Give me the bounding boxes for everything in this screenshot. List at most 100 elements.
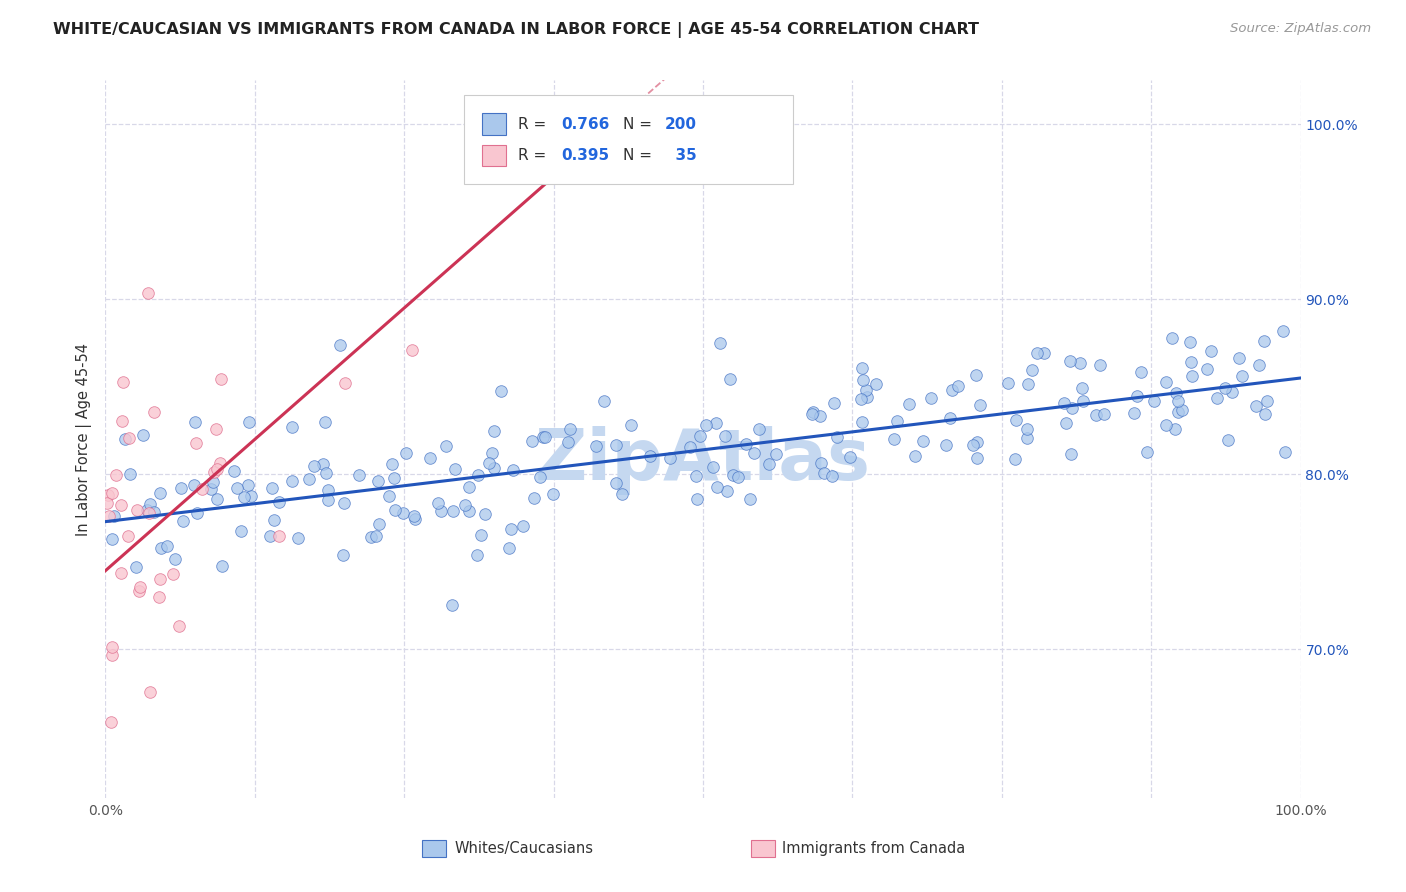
Point <box>191 482 214 496</box>
Point <box>585 439 607 453</box>
Point <box>470 528 492 542</box>
Point <box>1166 385 1188 400</box>
Point <box>529 470 551 484</box>
Point <box>721 468 744 483</box>
Point <box>1167 394 1189 409</box>
Point <box>263 513 285 527</box>
Point <box>1274 445 1296 459</box>
Point <box>143 505 166 519</box>
Point <box>939 410 962 425</box>
Point <box>135 503 157 517</box>
Point <box>162 567 184 582</box>
Text: 0.395: 0.395 <box>561 148 609 163</box>
Point <box>686 491 709 506</box>
Point <box>689 429 711 443</box>
Point <box>855 384 877 398</box>
Point <box>467 467 489 482</box>
Point <box>281 474 304 488</box>
Point <box>709 335 731 350</box>
Point <box>484 424 506 438</box>
Point <box>267 494 290 508</box>
Point <box>434 439 457 453</box>
Text: N =: N = <box>623 148 657 163</box>
Point <box>143 405 166 419</box>
Point <box>803 405 825 419</box>
Point <box>605 437 627 451</box>
Text: Immigrants from Canada: Immigrants from Canada <box>782 841 965 856</box>
Point <box>640 449 662 463</box>
Point <box>96 488 118 502</box>
Point <box>205 491 228 506</box>
Point <box>186 506 208 520</box>
Point <box>685 469 707 483</box>
Point <box>118 431 141 445</box>
Point <box>883 432 905 446</box>
Point <box>1213 380 1236 394</box>
Point <box>1136 444 1159 458</box>
Point <box>966 451 988 466</box>
Point <box>738 492 761 507</box>
Point <box>813 466 835 480</box>
Point <box>183 478 205 492</box>
Point <box>481 445 503 459</box>
Point <box>1253 407 1275 421</box>
Point <box>104 467 127 482</box>
Text: R =: R = <box>517 117 551 132</box>
Point <box>314 415 336 429</box>
Point <box>156 539 179 553</box>
Point <box>229 524 252 539</box>
Point <box>1017 432 1039 446</box>
Point <box>1180 355 1202 369</box>
Point <box>430 504 453 518</box>
Point <box>110 498 132 512</box>
Point <box>204 422 226 436</box>
Point <box>458 503 481 517</box>
Point <box>1253 334 1275 348</box>
Point <box>360 530 382 544</box>
Point <box>333 496 356 510</box>
Point <box>1054 416 1077 430</box>
Point <box>904 449 927 463</box>
Point <box>851 415 873 429</box>
Point <box>1017 377 1039 392</box>
Point <box>163 552 186 566</box>
Point <box>706 480 728 494</box>
Point <box>1084 408 1107 422</box>
Point <box>1229 351 1251 365</box>
Point <box>101 532 124 546</box>
Point <box>114 432 136 446</box>
Point <box>378 489 401 503</box>
Point <box>969 398 991 412</box>
Point <box>281 420 304 434</box>
Point <box>1256 394 1278 409</box>
Point <box>512 518 534 533</box>
Point <box>419 450 441 465</box>
Point <box>139 685 162 699</box>
Point <box>610 487 633 501</box>
Text: 35: 35 <box>665 148 696 163</box>
Point <box>458 480 481 494</box>
Point <box>1178 335 1201 350</box>
Point <box>557 434 579 449</box>
Point <box>704 416 727 430</box>
Point <box>110 566 132 580</box>
Point <box>1218 433 1240 447</box>
Point <box>865 377 887 392</box>
Point <box>315 467 337 481</box>
Point <box>489 384 512 399</box>
Point <box>962 438 984 452</box>
Point <box>1059 354 1081 368</box>
Point <box>1060 447 1083 461</box>
Point <box>240 489 263 503</box>
Point <box>825 430 848 444</box>
Point <box>839 450 862 465</box>
Point <box>125 502 148 516</box>
Point <box>128 583 150 598</box>
Point <box>465 548 488 562</box>
Point <box>443 504 465 518</box>
Text: Whites/Caucasians: Whites/Caucasians <box>454 841 593 856</box>
Point <box>498 541 520 556</box>
Point <box>558 422 581 436</box>
Point <box>202 475 225 490</box>
Point <box>302 459 325 474</box>
